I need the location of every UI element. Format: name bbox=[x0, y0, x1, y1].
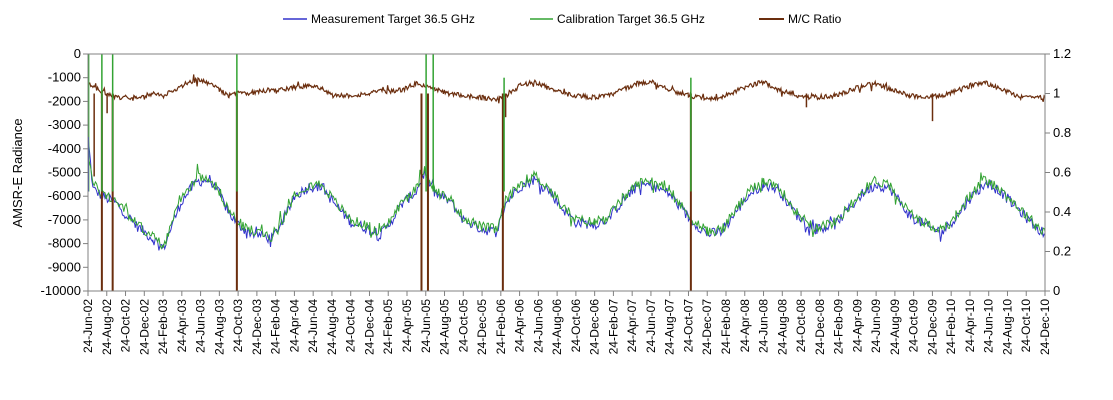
y-left-tick-label: -4000 bbox=[48, 141, 81, 156]
calibration-series-line bbox=[87, 151, 1046, 250]
x-tick-label: 24-Dec-06 bbox=[588, 299, 602, 355]
x-tick-label: 24-Jun-02 bbox=[81, 299, 95, 353]
x-tick-label: 24-Dec-02 bbox=[137, 299, 151, 355]
x-tick-label: 24-Apr-08 bbox=[738, 299, 752, 353]
x-tick-label: 24-Feb-09 bbox=[832, 299, 846, 355]
x-tick-label: 24-Feb-10 bbox=[944, 299, 958, 355]
ratio-series-line bbox=[87, 74, 1046, 104]
y-left-tick-label: -5000 bbox=[48, 165, 81, 180]
legend: Measurement Target 36.5 GHz Calibration T… bbox=[283, 12, 842, 26]
x-tick-label: 24-Aug-10 bbox=[1000, 299, 1014, 355]
x-tick-label: 24-Jun-09 bbox=[869, 299, 883, 353]
y-left-tick-label: -7000 bbox=[48, 212, 81, 227]
y-right-tick-label: 0.6 bbox=[1053, 165, 1071, 180]
x-tick-label: 24-Aug-07 bbox=[663, 299, 677, 355]
x-tick-label: 24-Dec-03 bbox=[250, 299, 264, 355]
x-tick-label: 24-Apr-10 bbox=[963, 299, 977, 353]
x-tick-label: 24-Jun-06 bbox=[531, 299, 545, 353]
x-tick-label: 24-Feb-03 bbox=[156, 299, 170, 355]
plot-area bbox=[87, 54, 1046, 291]
x-tick-label: 24-Jun-05 bbox=[419, 299, 433, 353]
legend-label-2: Calibration Target 36.5 GHz bbox=[557, 12, 705, 26]
y-left-tick-label: -6000 bbox=[48, 188, 81, 203]
x-tick-label: 24-Dec-07 bbox=[700, 299, 714, 355]
x-tick-label: 24-Aug-05 bbox=[438, 299, 452, 355]
y-right-tick-label: 0.8 bbox=[1053, 125, 1071, 140]
legend-label-1: Measurement Target 36.5 GHz bbox=[311, 12, 475, 26]
x-tick-label: 24-Apr-04 bbox=[287, 299, 301, 353]
y-axis-left-title: AMSR-E Radiance bbox=[10, 118, 25, 227]
x-tick-label: 24-Oct-10 bbox=[1019, 299, 1033, 353]
x-tick-label: 24-Feb-04 bbox=[269, 299, 283, 355]
y-left-tick-label: -1000 bbox=[48, 70, 81, 85]
x-tick-label: 24-Aug-08 bbox=[775, 299, 789, 355]
x-tick-label: 24-Apr-03 bbox=[175, 299, 189, 353]
x-tick-label: 24-Aug-06 bbox=[550, 299, 564, 355]
x-tick-label: 24-Jun-07 bbox=[644, 299, 658, 353]
x-tick-label: 24-Aug-02 bbox=[100, 299, 114, 355]
x-tick-label: 24-Oct-09 bbox=[907, 299, 921, 353]
x-tick-label: 24-Aug-04 bbox=[325, 299, 339, 355]
x-tick-label: 24-Apr-07 bbox=[625, 299, 639, 353]
y-right-tick-label: 0.4 bbox=[1053, 204, 1071, 219]
y-left-tick-label: -10000 bbox=[41, 283, 81, 298]
x-tick-label: 24-Oct-06 bbox=[569, 299, 583, 353]
y-left-tick-label: 0 bbox=[74, 46, 81, 61]
x-tick-label: 24-Feb-08 bbox=[719, 299, 733, 355]
x-tick-label: 24-Oct-03 bbox=[231, 299, 245, 353]
y-right-tick-label: 0.2 bbox=[1053, 244, 1071, 259]
measurement-series-line bbox=[87, 135, 1046, 251]
x-tick-label: 24-Oct-08 bbox=[794, 299, 808, 353]
x-tick-label: 24-Feb-07 bbox=[606, 299, 620, 355]
x-tick-label: 24-Apr-09 bbox=[850, 299, 864, 353]
x-tick-label: 24-Feb-05 bbox=[381, 299, 395, 355]
x-tick-label: 24-Aug-09 bbox=[888, 299, 902, 355]
y-left-tick-label: -8000 bbox=[48, 236, 81, 251]
x-tick-label: 24-Apr-06 bbox=[513, 299, 527, 353]
x-tick-label: 24-Dec-04 bbox=[362, 299, 376, 355]
x-tick-label: 24-Jun-04 bbox=[306, 299, 320, 353]
x-tick-label: 24-Dec-09 bbox=[925, 299, 939, 355]
x-tick-label: 24-Dec-08 bbox=[813, 299, 827, 355]
axes: 0 -1000 -2000 -3000 -4000 -5000 -6000 -7000 -800… bbox=[41, 46, 1072, 355]
x-tick-label: 24-Jun-08 bbox=[757, 299, 771, 353]
x-tick-label: 24-Apr-05 bbox=[400, 299, 414, 353]
x-tick-label: 24-Aug-03 bbox=[212, 299, 226, 355]
x-tick-label: 24-Oct-07 bbox=[681, 299, 695, 353]
x-tick-label: 24-Dec-05 bbox=[475, 299, 489, 355]
y-right-tick-label: 0 bbox=[1053, 283, 1060, 298]
y-left-tick-label: -3000 bbox=[48, 117, 81, 132]
y-left-tick-label: -2000 bbox=[48, 93, 81, 108]
x-tick-label: 24-Oct-04 bbox=[344, 299, 358, 353]
legend-label-3: M/C Ratio bbox=[788, 12, 842, 26]
x-tick-label: 24-Oct-05 bbox=[456, 299, 470, 353]
x-tick-label: 24-Jun-03 bbox=[194, 299, 208, 353]
y-left-tick-label: -9000 bbox=[48, 259, 81, 274]
y-right-tick-label: 1 bbox=[1053, 86, 1060, 101]
x-tick-label: 24-Feb-06 bbox=[494, 299, 508, 355]
plot-border bbox=[87, 53, 1046, 292]
x-tick-label: 24-Oct-02 bbox=[119, 299, 133, 353]
x-tick-label: 24-Dec-10 bbox=[1038, 299, 1052, 355]
x-tick-label: 24-Jun-10 bbox=[982, 299, 996, 353]
y-right-tick-label: 1.2 bbox=[1053, 46, 1071, 61]
